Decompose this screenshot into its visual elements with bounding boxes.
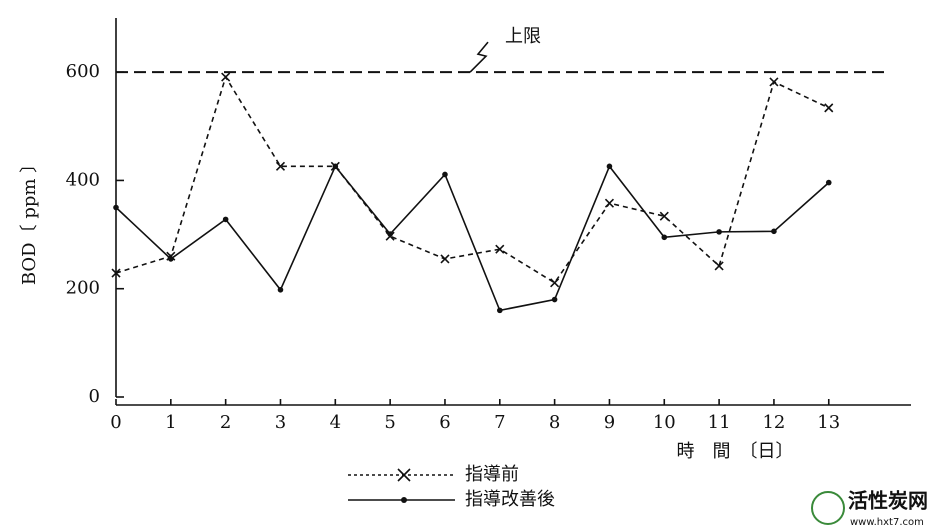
legend-label: 指導前 — [465, 464, 519, 485]
point-marker — [661, 234, 668, 241]
x-tick-label: 12 — [762, 412, 785, 433]
x-tick-label: 1 — [165, 412, 176, 433]
legend-marker — [397, 468, 411, 482]
point-marker — [222, 216, 229, 223]
x-tick-label: 10 — [653, 412, 676, 433]
y-axis-label: BOD〔 ppm 〕 — [19, 155, 40, 285]
watermark-name: 活性炭网 — [848, 489, 928, 513]
legend-label: 指導改善後 — [465, 489, 555, 510]
point-marker — [221, 72, 231, 82]
x-tick-label: 13 — [817, 412, 840, 433]
watermark-url: www.hxt7.com — [850, 517, 924, 528]
point-marker — [714, 261, 724, 271]
watermark: 活性炭网 www.hxt7.com — [811, 489, 928, 528]
watermark-logo — [811, 491, 845, 525]
x-tick-label: 3 — [275, 412, 286, 433]
point-marker — [495, 244, 505, 254]
point-marker — [771, 228, 777, 235]
y-tick-label: 200 — [66, 278, 100, 299]
y-tick-label: 400 — [66, 169, 100, 190]
point-marker — [825, 179, 832, 186]
point-marker — [551, 296, 558, 303]
x-tick-label: 4 — [330, 412, 341, 433]
point-marker — [111, 268, 121, 278]
legend-marker — [401, 497, 407, 503]
y-tick-label: 0 — [89, 386, 100, 407]
point-marker — [332, 163, 339, 170]
point-marker — [550, 278, 560, 288]
x-tick-label: 11 — [708, 412, 731, 433]
point-marker — [659, 211, 669, 221]
point-marker — [113, 204, 119, 211]
y-tick-label: 600 — [66, 61, 100, 82]
x-tick-label: 0 — [110, 412, 121, 433]
point-marker — [824, 103, 834, 113]
point-marker — [440, 254, 450, 264]
series-line — [115, 75, 830, 284]
point-marker — [277, 286, 284, 293]
point-marker — [769, 77, 779, 87]
x-tick-label: 8 — [549, 412, 560, 433]
point-marker — [716, 229, 722, 235]
x-tick-label: 2 — [220, 412, 231, 433]
point-marker — [606, 163, 613, 170]
point-marker — [604, 198, 615, 208]
series-line — [115, 164, 830, 312]
x-tick-label: 7 — [494, 412, 505, 433]
x-axis-label: 時 間 〔日〕 — [677, 441, 794, 462]
point-marker — [275, 161, 286, 171]
point-marker — [442, 171, 448, 178]
x-tick-label: 5 — [384, 412, 395, 433]
limit-arrow — [469, 41, 489, 73]
point-marker — [387, 231, 393, 237]
point-marker — [496, 307, 503, 314]
x-tick-label: 9 — [604, 412, 615, 433]
point-marker — [168, 256, 174, 262]
x-tick-label: 6 — [439, 412, 450, 433]
limit-label: 上限 — [505, 26, 541, 47]
